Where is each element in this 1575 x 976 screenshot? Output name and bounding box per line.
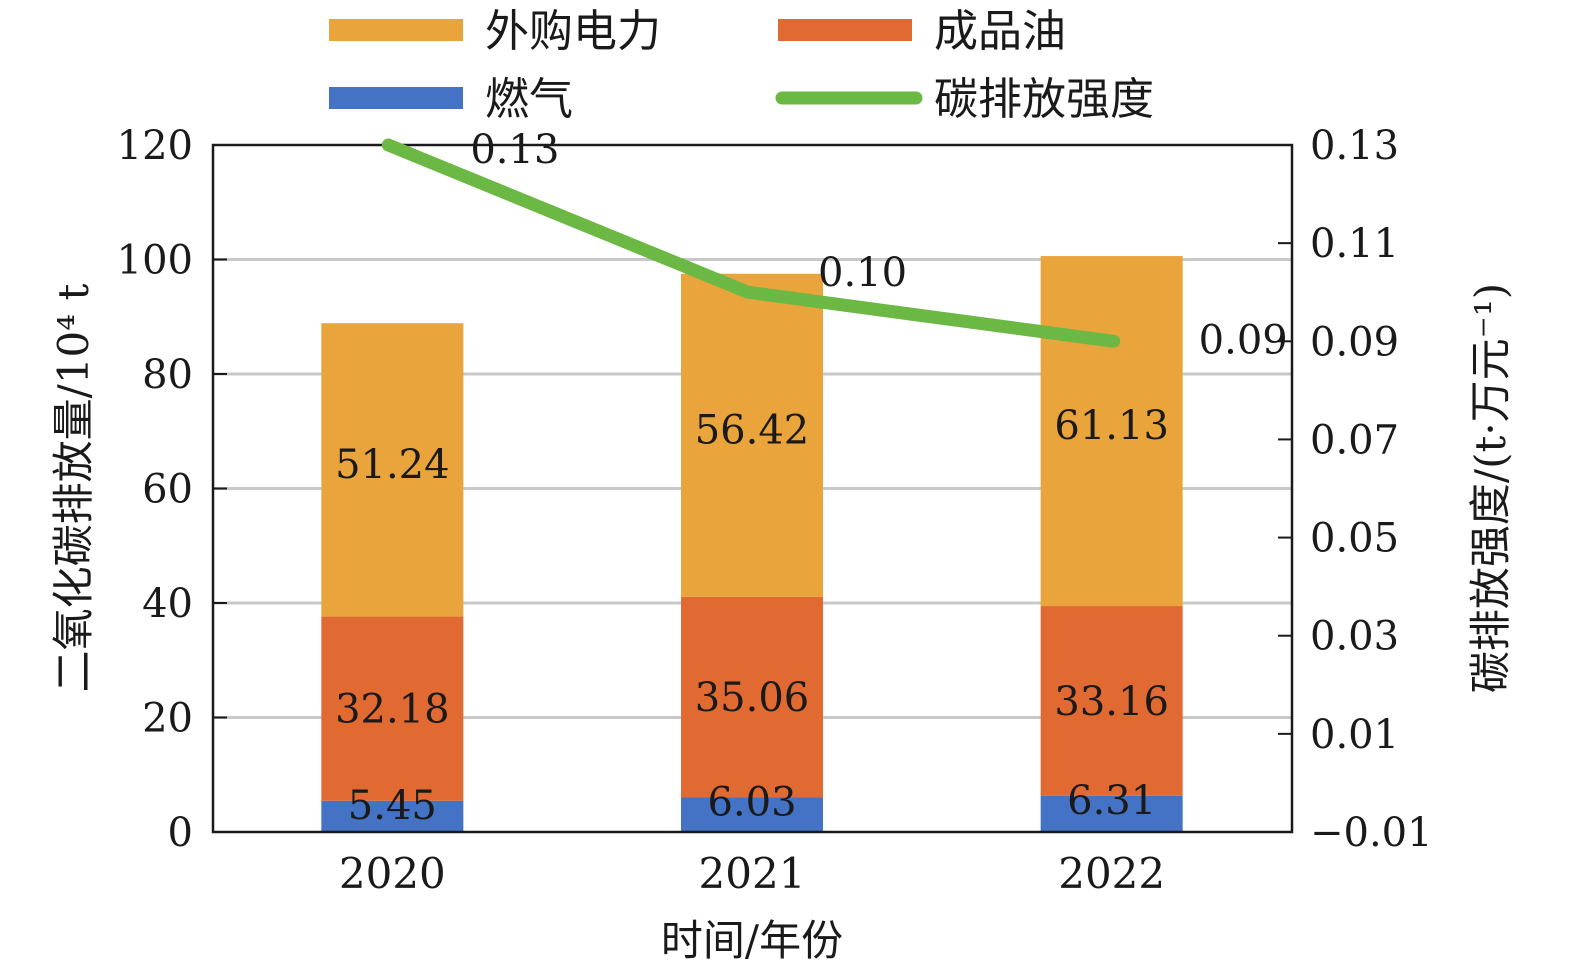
bar-value-label: 32.18 [335,687,450,733]
x-tick-label: 2021 [699,849,806,898]
y-tick-label-right: 0.09 [1310,319,1399,365]
legend-label: 外购电力 [485,6,661,57]
bar-value-label: 61.13 [1054,403,1169,449]
line-value-label: 0.09 [1199,317,1288,363]
bar-外购电力-2021 [681,273,823,597]
bar-value-label: 56.42 [695,407,810,453]
bar-value-label: 51.24 [335,442,450,488]
legend-swatch [329,19,463,41]
y-tick-label-left: 40 [142,581,193,627]
y-tick-label-left: 100 [117,238,193,284]
x-axis-title: 时间/年份 [661,916,843,965]
legend-label: 成品油 [934,6,1066,57]
bar-燃气-2020 [321,800,464,832]
x-tick-label: 2022 [1058,849,1165,898]
y-tick-label-right: 0.11 [1310,221,1399,267]
y-axis-title-left: 二氧化碳排放量/10⁴ t [49,284,98,693]
bar-成品油-2022 [1040,606,1183,796]
y-tick-label-right: 0.03 [1310,614,1399,660]
bar-燃气-2022 [1040,795,1183,832]
line-value-label: 0.13 [470,127,559,173]
x-tick-label: 2020 [339,849,446,898]
bar-value-label: 33.16 [1054,679,1169,725]
y-tick-label-left: 0 [168,810,193,856]
bar-燃气-2021 [681,797,823,832]
y-axis-title-right: 碳排放强度/(t·万元⁻¹) [1466,283,1515,693]
legend-swatch [778,19,912,41]
legend-label: 碳排放强度 [934,74,1154,125]
legend-swatch [329,87,463,109]
line-series-carbon-intensity [381,138,1121,348]
bar-外购电力-2020 [321,323,464,617]
bar-成品油-2020 [321,616,464,801]
bar-成品油-2021 [681,596,823,798]
y-tick-label-right: 0.13 [1310,123,1399,169]
legend-label: 燃气 [485,74,573,125]
y-tick-label-left: 120 [117,123,193,169]
y-tick-label-right: 0.07 [1310,417,1399,463]
bar-value-label: 6.03 [707,779,796,825]
bar-value-label: 35.06 [695,675,810,721]
y-tick-label-left: 20 [142,696,193,742]
y-tick-label-right: −0.01 [1310,810,1433,856]
y-tick-label-left: 80 [142,352,193,398]
bar-外购电力-2022 [1040,256,1183,607]
bar-value-label: 6.31 [1067,778,1156,824]
y-tick-label-right: 0.05 [1310,516,1399,562]
bar-value-label: 5.45 [348,783,437,829]
y-tick-label-left: 60 [142,467,193,513]
y-tick-label-right: 0.01 [1310,712,1399,758]
line-value-label: 0.10 [818,250,907,296]
